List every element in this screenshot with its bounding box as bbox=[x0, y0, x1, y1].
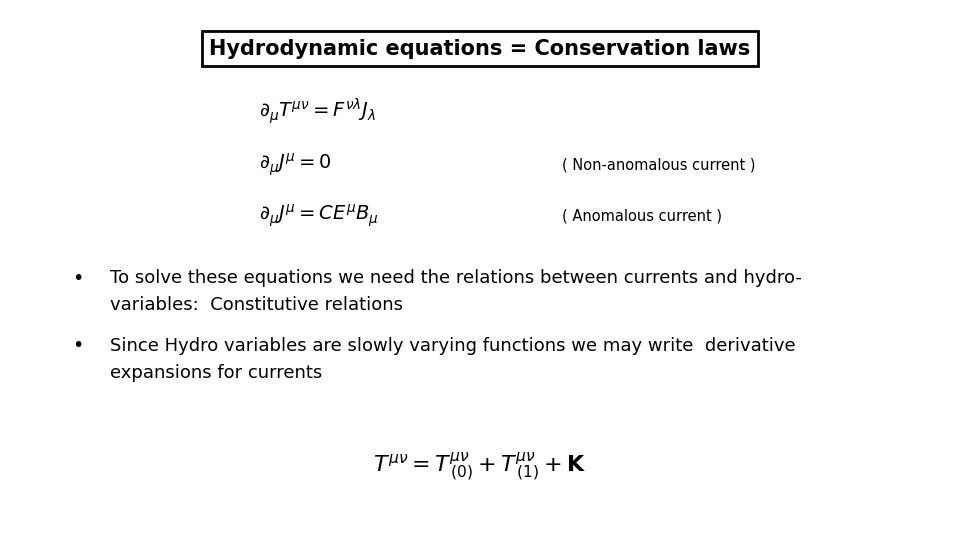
Text: $\partial_{\mu} J^{\mu} = 0$: $\partial_{\mu} J^{\mu} = 0$ bbox=[259, 151, 332, 178]
Text: $\partial_{\mu} T^{\mu\nu} = F^{\nu\lambda}J_{\lambda}$: $\partial_{\mu} T^{\mu\nu} = F^{\nu\lamb… bbox=[259, 96, 376, 126]
Text: ( Non-anomalous current ): ( Non-anomalous current ) bbox=[562, 157, 756, 172]
Text: To solve these equations we need the relations between currents and hydro-: To solve these equations we need the rel… bbox=[110, 269, 803, 287]
Text: •: • bbox=[72, 268, 84, 288]
Text: Hydrodynamic equations = Conservation laws: Hydrodynamic equations = Conservation la… bbox=[209, 38, 751, 59]
Text: $T^{\mu\nu} = T^{\mu\nu}_{\,(0)} + T^{\mu\nu}_{\,(1)} + \mathbf{K}$: $T^{\mu\nu} = T^{\mu\nu}_{\,(0)} + T^{\m… bbox=[373, 450, 587, 484]
Text: Since Hydro variables are slowly varying functions we may write  derivative: Since Hydro variables are slowly varying… bbox=[110, 336, 796, 355]
Text: $\partial_{\mu}J^{\mu} = C E^{\mu}B_{\mu}$: $\partial_{\mu}J^{\mu} = C E^{\mu}B_{\mu… bbox=[259, 202, 379, 230]
Text: •: • bbox=[72, 336, 84, 355]
Text: expansions for currents: expansions for currents bbox=[110, 363, 323, 382]
Text: ( Anomalous current ): ( Anomalous current ) bbox=[562, 208, 722, 224]
Text: variables:  Constitutive relations: variables: Constitutive relations bbox=[110, 296, 403, 314]
